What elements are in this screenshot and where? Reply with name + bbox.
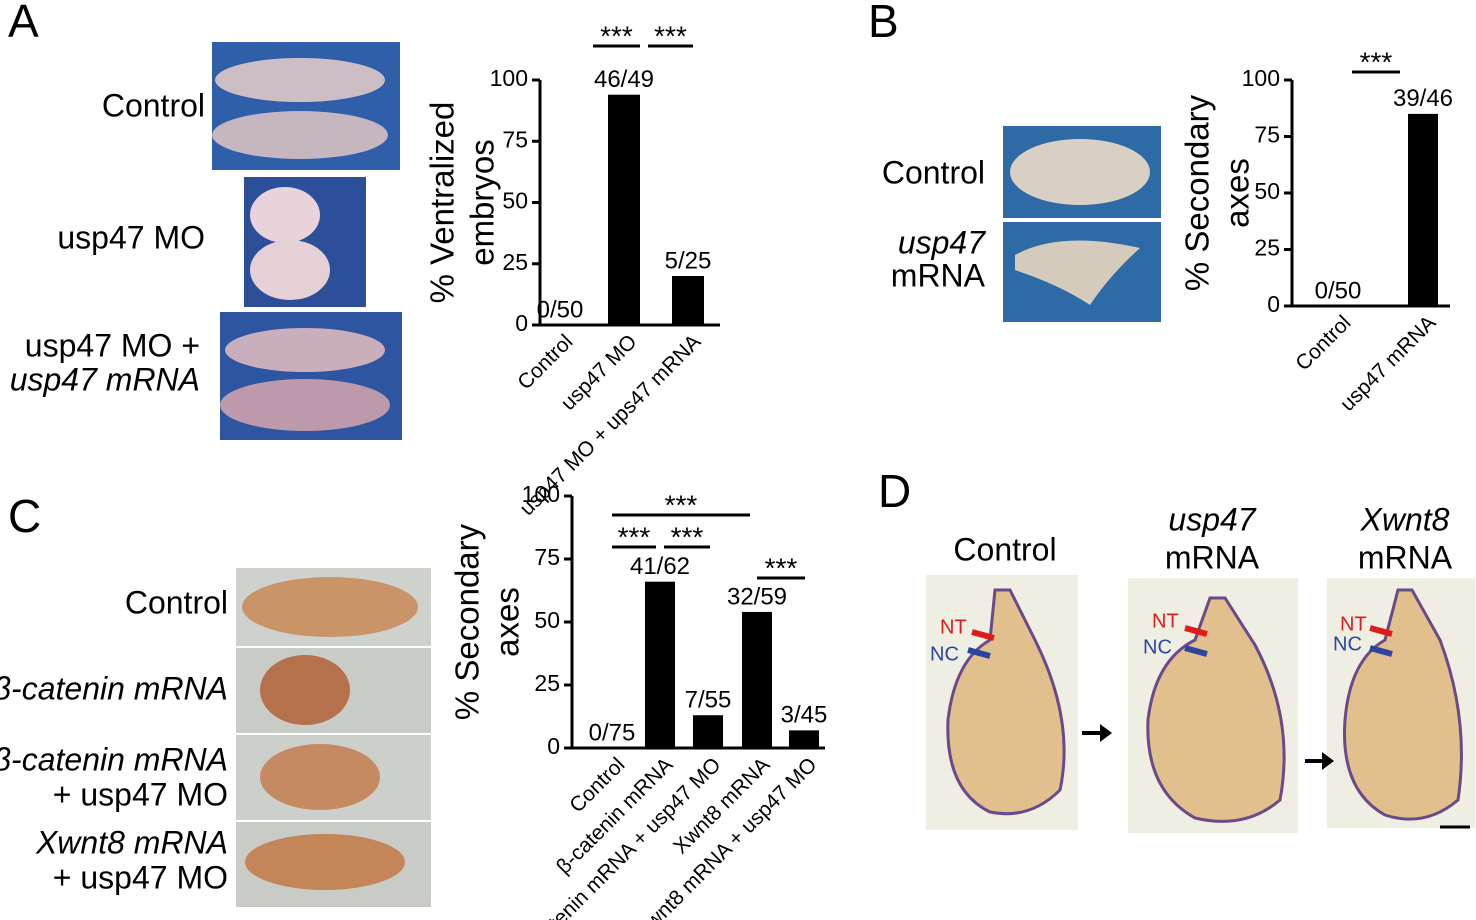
x-tick-label: Control	[1291, 311, 1355, 375]
image-label: mRNA	[1358, 539, 1453, 575]
section-marker: NT	[940, 616, 967, 638]
significance-label: ***	[671, 521, 704, 552]
y-tick-label: 100	[1242, 65, 1280, 91]
y-axis-label: % Secondary	[1179, 94, 1216, 291]
bar	[693, 715, 723, 748]
panel-label: B	[868, 0, 899, 47]
y-axis-label: axes	[1219, 158, 1256, 228]
bar	[608, 94, 640, 325]
image-label: + usp47 MO	[53, 776, 228, 812]
significance-label: ***	[1360, 46, 1393, 77]
significance-label: ***	[618, 521, 651, 552]
marker-arrow	[1369, 645, 1393, 657]
value-label: 32/59	[727, 583, 787, 610]
section-marker: NC	[1143, 636, 1172, 658]
value-label: 0/50	[537, 296, 584, 323]
image-label: Xwnt8	[1360, 501, 1450, 537]
x-tick-label: Control	[513, 330, 577, 394]
y-tick-label: 25	[534, 670, 560, 696]
y-tick-label: 75	[1254, 122, 1280, 148]
significance-label: ***	[665, 489, 698, 520]
value-label: 46/49	[594, 66, 654, 93]
y-axis-label: % Secondary	[449, 523, 486, 720]
value-label: 41/62	[630, 553, 690, 580]
y-tick-label: 25	[502, 249, 528, 275]
panel-label: A	[8, 0, 39, 47]
y-tick-label: 0	[1267, 291, 1280, 317]
bar	[1408, 113, 1438, 307]
image-label: mRNA	[891, 257, 986, 293]
bar	[789, 730, 819, 748]
image-label: usp47 MO	[57, 219, 205, 255]
image-label: Control	[882, 154, 985, 190]
bar	[645, 581, 675, 748]
y-tick-label: 0	[515, 310, 528, 336]
image-label: Control	[953, 531, 1056, 567]
bar	[742, 611, 772, 748]
significance-label: ***	[600, 20, 633, 51]
image-label: β-catenin mRNA	[0, 670, 228, 706]
section-marker: NC	[930, 643, 959, 665]
value-label: 7/55	[685, 687, 732, 714]
marker-arrow	[971, 629, 995, 641]
marker-arrow	[967, 647, 991, 659]
marker-arrow	[1184, 625, 1208, 637]
panel-label: D	[878, 465, 911, 517]
y-axis-label: axes	[489, 587, 526, 657]
image-d	[926, 575, 1475, 833]
y-tick-label: 25	[1254, 235, 1280, 261]
y-tick-label: 100	[490, 65, 528, 91]
y-tick-label: 50	[1254, 178, 1280, 204]
image-label: usp47	[898, 224, 986, 260]
image-label: Xwnt8 mRNA	[35, 824, 228, 860]
value-label: 3/45	[781, 702, 828, 729]
y-tick-label: 0	[547, 733, 560, 759]
y-tick-label: 50	[534, 607, 560, 633]
image-label: usp47 mRNA	[10, 361, 200, 397]
image-label: Control	[102, 87, 205, 123]
image-label: usp47 MO +	[25, 327, 200, 363]
image-label: mRNA	[1165, 539, 1260, 575]
image-label: + usp47 MO	[53, 859, 228, 895]
value-label: 39/46	[1393, 85, 1453, 112]
image-b	[1003, 126, 1161, 322]
panel-label: C	[8, 490, 41, 542]
value-label: 5/25	[665, 247, 712, 274]
marker-arrow	[1369, 625, 1393, 637]
y-axis-label: % Ventralized	[424, 102, 461, 304]
y-tick-label: 75	[502, 126, 528, 152]
y-axis-label: embryos	[464, 139, 501, 266]
image-c	[236, 568, 431, 907]
bar	[672, 276, 704, 325]
section-marker: NT	[1152, 610, 1179, 632]
value-label: 0/75	[589, 719, 636, 746]
image-label: usp47	[1168, 501, 1256, 537]
y-tick-label: 50	[502, 188, 528, 214]
significance-label: ***	[654, 20, 687, 51]
marker-arrow	[1184, 645, 1208, 657]
value-label: 0/50	[1315, 277, 1362, 304]
y-tick-label: 75	[534, 544, 560, 570]
image-a	[212, 42, 402, 440]
section-marker: NT	[1340, 613, 1367, 635]
image-label: Control	[125, 584, 228, 620]
image-label: β-catenin mRNA	[0, 741, 228, 777]
significance-label: ***	[765, 552, 798, 583]
y-tick-label: 100	[522, 481, 560, 507]
section-marker: NC	[1333, 633, 1362, 655]
